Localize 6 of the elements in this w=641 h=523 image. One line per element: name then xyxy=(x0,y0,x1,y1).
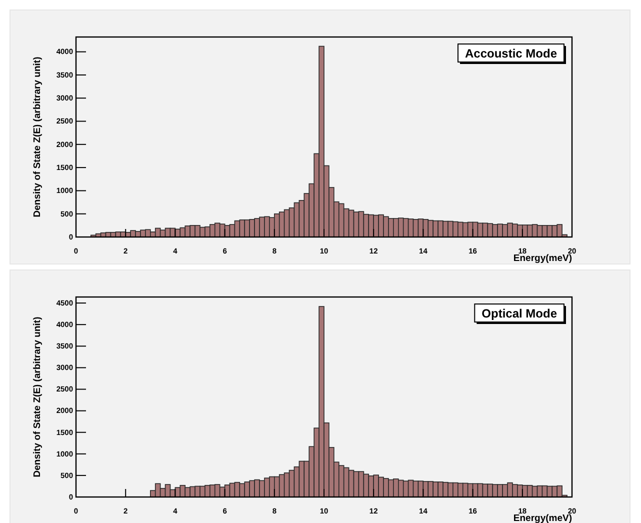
x-axis-title: Energy(meV) xyxy=(513,513,572,523)
text: Optical Mode xyxy=(482,306,558,320)
y-axis-title: Density of State Z(E) (arbitrary unit) xyxy=(32,56,43,218)
text: Accoustic Mode xyxy=(464,46,558,60)
x-axis-title: Energy(meV) xyxy=(513,253,572,264)
y-axis-title: Density of State Z(E) (arbitrary unit) xyxy=(32,316,43,478)
